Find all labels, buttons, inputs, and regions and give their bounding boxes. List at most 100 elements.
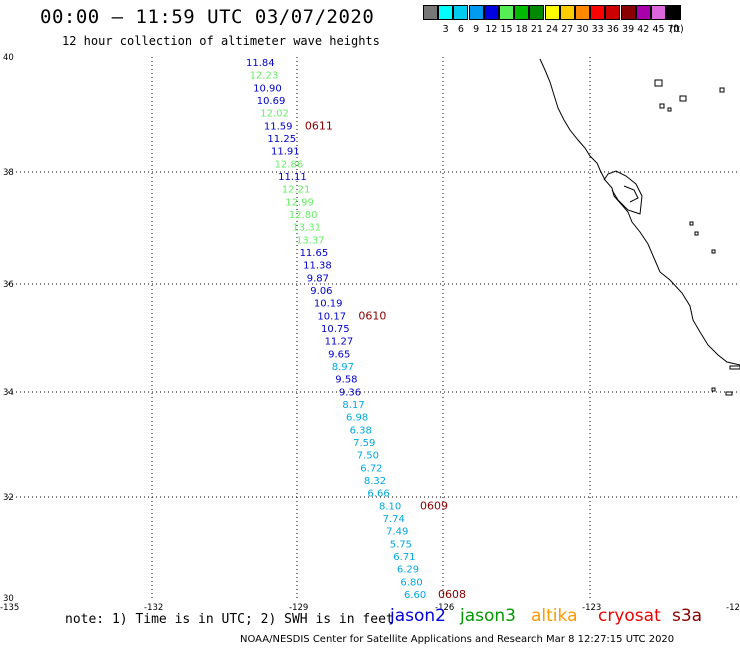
- scale-swatch: [499, 5, 514, 20]
- swh-reading: 11.91: [271, 147, 300, 158]
- swh-reading: 6.80: [400, 577, 422, 588]
- swh-reading: 7.74: [383, 514, 405, 525]
- scale-swatch: [559, 5, 575, 20]
- legend-altika: altika: [531, 606, 578, 626]
- island-lake: [711, 387, 716, 392]
- swh-reading: 12.21: [282, 185, 311, 196]
- footer-credit: NOAA/NESDIS Center for Satellite Applica…: [240, 634, 675, 645]
- lat-label: 40: [3, 53, 14, 63]
- legend-cryosat: cryosat: [598, 606, 661, 626]
- time-mark: 0611: [305, 119, 333, 132]
- graticule: [8, 57, 740, 598]
- lat-label: 36: [3, 280, 14, 290]
- scale-swatch: [514, 5, 530, 20]
- swh-reading: 8.32: [364, 476, 386, 487]
- swh-reading: 9.06: [310, 286, 332, 297]
- time-mark: 0609: [420, 499, 448, 512]
- scale-label: 42: [637, 24, 650, 35]
- island-lake: [729, 365, 740, 370]
- swh-reading: 13.31: [292, 223, 321, 234]
- scale-label: 27: [561, 24, 574, 35]
- island-lake: [725, 391, 733, 396]
- lat-label: 30: [3, 594, 14, 604]
- island-lake: [659, 103, 665, 109]
- swh-reading: 11.38: [303, 261, 332, 272]
- swh-reading: 6.38: [350, 425, 372, 436]
- coastline-path: [539, 58, 740, 366]
- scale-label: 12: [485, 24, 498, 35]
- scale-label: 24: [546, 24, 559, 35]
- lat-label: 34: [3, 388, 14, 398]
- island-lake: [694, 231, 699, 236]
- swh-reading: 9.87: [307, 273, 329, 284]
- swh-reading: 11.25: [267, 134, 296, 145]
- scale-label: 6: [457, 24, 464, 35]
- bay-outline: [623, 185, 639, 203]
- scale-swatch: [590, 5, 606, 20]
- swh-reading: 11.27: [325, 337, 354, 348]
- scale-swatch: [544, 5, 560, 20]
- island-lake: [719, 87, 725, 93]
- swh-reading: 8.97: [332, 362, 354, 373]
- axis-labels: 40 38 36 34 32 30-135 -132 -129 -126 -123 -120: [0, 53, 740, 613]
- swh-reading: 12.80: [289, 210, 318, 221]
- lon-label: -120: [726, 603, 740, 613]
- time-mark: 0610: [358, 309, 386, 322]
- swh-reading: 7.49: [386, 527, 408, 538]
- scale-swatch: [575, 5, 590, 20]
- swh-reading: 6.98: [346, 413, 368, 424]
- scale-swatch: [666, 5, 682, 20]
- swh-reading: 12.86: [275, 159, 304, 170]
- lon-label: -123: [582, 603, 601, 613]
- scale-swatch: [529, 5, 545, 20]
- lon-label: -126: [435, 603, 454, 613]
- island-lake: [654, 79, 663, 87]
- lat-label: 32: [3, 493, 14, 503]
- swh-reading: 7.59: [353, 438, 375, 449]
- scale-label: 30: [576, 24, 589, 35]
- legend-jason2: jason2: [390, 606, 446, 626]
- legend-s3a: s3a: [672, 606, 703, 626]
- scale-unit: (ft): [669, 24, 684, 35]
- swh-reading: 6.71: [393, 552, 415, 563]
- page-title: 00:00 – 11:59 UTC 03/07/2020: [40, 6, 375, 28]
- swh-reading: 8.10: [379, 501, 401, 512]
- page-subtitle: 12 hour collection of altimeter wave hei…: [62, 34, 380, 48]
- lat-label: 38: [3, 168, 14, 178]
- swh-reading: 8.17: [342, 400, 364, 411]
- swh-reading: 11.65: [300, 248, 329, 259]
- swh-reading: 10.19: [314, 299, 343, 310]
- lon-label: -135: [0, 603, 19, 613]
- scale-label: 36: [606, 24, 619, 35]
- swh-reading: 6.72: [360, 463, 382, 474]
- swh-reading: 11.11: [278, 172, 307, 183]
- bay-outline: [603, 170, 643, 215]
- swh-reading: 10.17: [317, 311, 346, 322]
- scale-swatch: [468, 5, 484, 20]
- swh-reading: 10.69: [257, 96, 286, 107]
- swh-reading: 12.23: [250, 71, 279, 82]
- scale-swatch: [635, 5, 651, 20]
- time-mark: 0608: [438, 588, 466, 601]
- scale-label: 9: [473, 24, 480, 35]
- swh-reading: 10.90: [253, 83, 282, 94]
- scale-label: 39: [622, 24, 635, 35]
- scale-label: 18: [515, 24, 528, 35]
- legend-jason3: jason3: [460, 606, 516, 626]
- swh-reading: 6.29: [397, 565, 419, 576]
- scale-swatch: [620, 5, 636, 20]
- scale-label: 70: [667, 24, 680, 35]
- island-lake: [667, 107, 672, 112]
- scale-swatch: [438, 5, 454, 20]
- swh-reading: 13.37: [296, 235, 325, 246]
- island-lake: [711, 249, 716, 254]
- island-lake: [689, 221, 694, 226]
- scale-swatch: [423, 5, 438, 20]
- swh-reading: 11.84: [246, 58, 275, 69]
- island-lake: [679, 95, 687, 102]
- swh-reading: 10.75: [321, 324, 350, 335]
- scale-label: 3: [442, 24, 449, 35]
- swh-reading: 9.36: [339, 387, 361, 398]
